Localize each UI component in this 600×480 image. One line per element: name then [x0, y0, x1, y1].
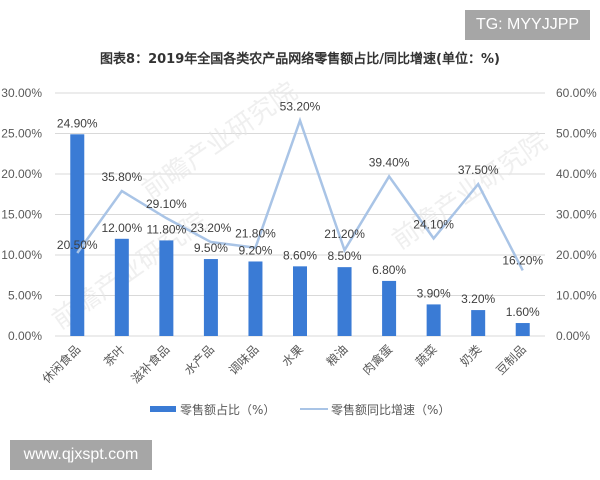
category-label: 茶叶 — [100, 342, 128, 370]
right-axis-tick: 40.00% — [556, 167, 597, 181]
bar — [426, 304, 441, 336]
category-label: 豆制品 — [493, 342, 528, 377]
category-label: 肉禽蛋 — [359, 342, 395, 378]
bar-data-label: 1.60% — [506, 305, 540, 319]
category-label: 休闲食品 — [39, 342, 84, 387]
line-data-label: 20.50% — [57, 238, 98, 252]
line-data-label: 21.80% — [235, 227, 276, 241]
line-data-label: 24.10% — [413, 217, 454, 231]
watermark-text: 前瞻产业研究院 — [387, 127, 553, 256]
category-label: 粮油 — [323, 342, 351, 370]
bar — [114, 238, 129, 336]
bar-data-label: 8.60% — [283, 248, 317, 262]
bar-data-label: 3.20% — [461, 292, 495, 306]
legend-line-label: 零售额同比增速（%） — [331, 402, 450, 417]
line-data-label: 29.10% — [146, 197, 187, 211]
category-label: 调味品 — [226, 342, 261, 377]
bar-data-label: 9.20% — [238, 243, 272, 257]
bar — [515, 323, 530, 336]
legend-bar-swatch — [150, 406, 176, 412]
left-axis-tick: 5.00% — [8, 289, 42, 303]
left-axis-tick: 30.00% — [1, 86, 42, 100]
bar-data-label: 6.80% — [372, 263, 406, 277]
bar-data-label: 8.50% — [328, 249, 362, 263]
bar — [293, 266, 307, 336]
bar — [203, 259, 218, 336]
left-axis-tick: 0.00% — [8, 329, 42, 343]
bar-data-label: 12.00% — [101, 221, 142, 235]
line-data-label: 21.20% — [324, 227, 365, 241]
category-label: 水产品 — [182, 342, 217, 377]
right-axis-tick: 20.00% — [556, 248, 597, 262]
bar — [337, 267, 352, 336]
line-data-label: 16.20% — [502, 253, 543, 267]
line-data-label: 35.80% — [101, 170, 142, 184]
left-axis-tick: 25.00% — [1, 127, 42, 141]
right-axis-tick: 0.00% — [556, 329, 590, 343]
bar-data-label: 3.90% — [417, 286, 451, 300]
line-data-label: 39.40% — [369, 155, 410, 169]
legend-bar-label: 零售额占比（%） — [180, 402, 275, 417]
right-axis-tick: 10.00% — [556, 289, 597, 303]
bar — [70, 134, 85, 336]
line-data-label: 53.20% — [280, 100, 321, 114]
bar — [471, 310, 486, 336]
category-label: 水果 — [279, 342, 306, 369]
line-data-label: 37.50% — [458, 163, 499, 177]
chart-title: 图表8：2019年全国各类农产品网络零售额占比/同比增速(单位：%) — [100, 52, 500, 67]
bar — [159, 240, 174, 336]
category-label: 奶类 — [457, 342, 484, 369]
watermark-badge-tg: TG: MYYJJPP — [465, 10, 590, 40]
left-axis-tick: 15.00% — [1, 208, 42, 222]
right-axis-tick: 30.00% — [556, 208, 597, 222]
bar-data-label: 24.90% — [57, 116, 98, 130]
growth-line — [76, 116, 524, 271]
left-axis-tick: 20.00% — [1, 167, 42, 181]
watermark-badge-url: www.qjxspt.com — [10, 440, 152, 470]
category-label: 蔬菜 — [413, 342, 440, 369]
line-data-label: 23.20% — [191, 221, 232, 235]
right-axis-tick: 50.00% — [556, 127, 597, 141]
category-label: 滋补食品 — [128, 342, 173, 387]
bar-data-label: 9.50% — [194, 241, 228, 255]
bar — [382, 280, 397, 336]
left-axis-tick: 10.00% — [1, 248, 42, 262]
bar-data-label: 11.80% — [146, 222, 186, 236]
right-axis-tick: 60.00% — [556, 86, 597, 100]
bar — [248, 261, 263, 336]
